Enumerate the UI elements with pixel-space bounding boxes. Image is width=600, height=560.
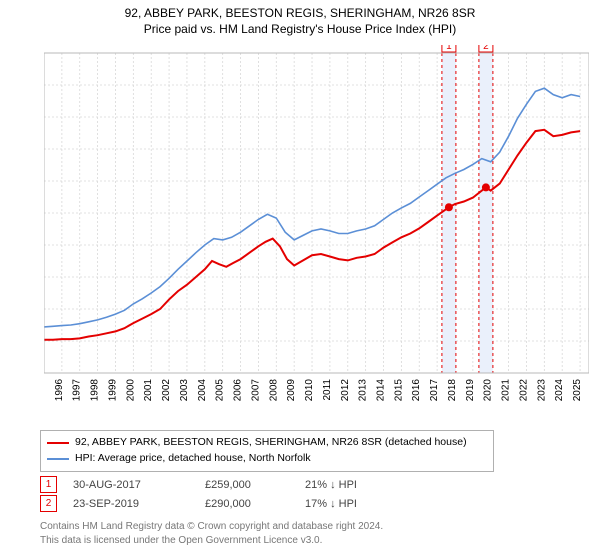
legend-row-series2: HPI: Average price, detached house, Nort…: [47, 451, 487, 467]
svg-text:2007: 2007: [250, 379, 261, 402]
svg-text:2012: 2012: [340, 379, 351, 402]
svg-text:2025: 2025: [572, 379, 583, 402]
svg-text:2006: 2006: [233, 379, 244, 402]
marker-diff-1: 21% ↓ HPI: [305, 479, 425, 491]
marker-num-1: 1: [40, 476, 57, 493]
svg-text:2005: 2005: [215, 379, 226, 402]
svg-text:2019: 2019: [465, 379, 476, 402]
svg-text:2022: 2022: [518, 379, 529, 402]
markers-table: 1 30-AUG-2017 £259,000 21% ↓ HPI 2 23-SE…: [24, 475, 425, 513]
svg-text:1999: 1999: [107, 379, 118, 402]
svg-text:2011: 2011: [322, 379, 333, 401]
svg-text:2000: 2000: [125, 379, 136, 402]
title-subtitle: Price paid vs. HM Land Registry's House …: [0, 22, 600, 36]
marker-price-2: £290,000: [205, 498, 305, 510]
legend-swatch-series1: [47, 442, 69, 444]
svg-text:2009: 2009: [286, 379, 297, 402]
svg-text:1998: 1998: [90, 379, 101, 402]
svg-text:2017: 2017: [429, 379, 440, 402]
footer-line2: This data is licensed under the Open Gov…: [40, 534, 383, 548]
footer-line1: Contains HM Land Registry data © Crown c…: [40, 520, 383, 534]
marker-date-2: 23-SEP-2019: [73, 498, 205, 510]
title-address: 92, ABBEY PARK, BEESTON REGIS, SHERINGHA…: [0, 6, 600, 20]
svg-text:1: 1: [446, 45, 452, 52]
footer: Contains HM Land Registry data © Crown c…: [40, 520, 383, 547]
svg-text:1995: 1995: [44, 379, 47, 402]
marker-row-1: 1 30-AUG-2017 £259,000 21% ↓ HPI: [24, 475, 425, 494]
svg-text:2023: 2023: [536, 379, 547, 402]
svg-text:2001: 2001: [143, 379, 154, 402]
svg-text:2002: 2002: [161, 379, 172, 402]
svg-text:1997: 1997: [72, 379, 83, 402]
chart-container: 92, ABBEY PARK, BEESTON REGIS, SHERINGHA…: [0, 0, 600, 560]
svg-text:2003: 2003: [179, 379, 190, 402]
marker-num-2: 2: [40, 495, 57, 512]
legend-box: 92, ABBEY PARK, BEESTON REGIS, SHERINGHA…: [40, 430, 494, 472]
marker-date-1: 30-AUG-2017: [73, 479, 205, 491]
svg-text:1996: 1996: [54, 379, 65, 402]
legend-row-series1: 92, ABBEY PARK, BEESTON REGIS, SHERINGHA…: [47, 435, 487, 451]
marker-row-2: 2 23-SEP-2019 £290,000 17% ↓ HPI: [24, 494, 425, 513]
svg-text:2024: 2024: [554, 379, 565, 402]
svg-text:2018: 2018: [447, 379, 458, 402]
svg-text:2013: 2013: [358, 379, 369, 402]
legend-label-series2: HPI: Average price, detached house, Nort…: [75, 451, 311, 467]
svg-text:2016: 2016: [411, 379, 422, 402]
titles: 92, ABBEY PARK, BEESTON REGIS, SHERINGHA…: [0, 0, 600, 36]
svg-text:2: 2: [483, 45, 489, 52]
svg-text:2015: 2015: [393, 379, 404, 402]
svg-text:2014: 2014: [376, 379, 387, 402]
svg-text:2010: 2010: [304, 379, 315, 402]
marker-price-1: £259,000: [205, 479, 305, 491]
chart-area: £0£50K£100K£150K£200K£250K£300K£350K£400…: [44, 45, 589, 415]
marker-diff-2: 17% ↓ HPI: [305, 498, 425, 510]
svg-text:2008: 2008: [268, 379, 279, 402]
chart-svg: £0£50K£100K£150K£200K£250K£300K£350K£400…: [44, 45, 589, 415]
legend-swatch-series2: [47, 458, 69, 460]
svg-text:2020: 2020: [483, 379, 494, 402]
svg-text:2021: 2021: [501, 379, 512, 402]
svg-text:2004: 2004: [197, 379, 208, 402]
legend-label-series1: 92, ABBEY PARK, BEESTON REGIS, SHERINGHA…: [75, 435, 467, 451]
